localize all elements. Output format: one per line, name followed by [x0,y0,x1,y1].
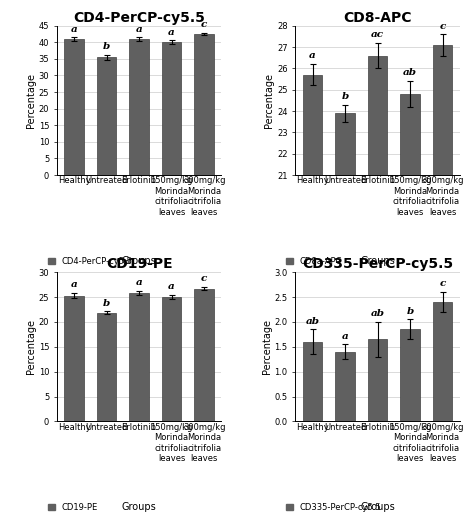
Bar [433,302,452,421]
Text: b: b [103,42,110,51]
X-axis label: Groups: Groups [360,502,395,512]
Bar [303,75,322,514]
Text: a: a [71,25,77,33]
Text: c: c [201,20,207,29]
Legend: CD335-PerCP-cy5.5: CD335-PerCP-cy5.5 [286,503,381,512]
Text: ab: ab [371,309,384,318]
Text: a: a [309,51,316,60]
Bar [64,39,84,175]
Bar [64,296,84,421]
Bar [129,39,149,175]
Text: b: b [406,307,414,316]
Bar [335,113,355,514]
Text: a: a [136,25,143,33]
X-axis label: Groups: Groups [122,502,156,512]
Text: a: a [136,278,143,287]
Bar [368,339,387,421]
Text: c: c [439,22,446,30]
Text: b: b [341,92,349,101]
Text: a: a [342,332,348,341]
Legend: CD19-PE: CD19-PE [48,503,98,512]
Y-axis label: Percentage: Percentage [26,73,36,128]
Bar [401,94,420,514]
Text: ac: ac [371,30,384,39]
X-axis label: Groups: Groups [122,255,156,266]
Bar [433,45,452,514]
Bar [194,34,214,175]
X-axis label: Groups: Groups [360,255,395,266]
Legend: CD8a-APC: CD8a-APC [286,257,342,266]
Text: ab: ab [403,68,417,78]
Text: ab: ab [306,317,319,326]
Title: CD8-APC: CD8-APC [343,10,412,25]
Bar [303,342,322,421]
Text: a: a [168,28,175,36]
Text: a: a [168,282,175,291]
Title: CD19-PE: CD19-PE [106,257,173,271]
Bar [97,313,116,421]
Legend: CD4-PerCP-cy5.5: CD4-PerCP-cy5.5 [48,257,132,266]
Y-axis label: Percentage: Percentage [262,319,272,374]
Title: CD335-PerCP-cy5.5: CD335-PerCP-cy5.5 [302,257,453,271]
Text: a: a [71,280,77,289]
Bar [129,293,149,421]
Bar [335,352,355,421]
Bar [401,329,420,421]
Text: c: c [439,279,446,288]
Y-axis label: Percentage: Percentage [26,319,36,374]
Text: c: c [201,274,207,283]
Text: b: b [103,299,110,308]
Bar [97,57,116,175]
Bar [162,297,182,421]
Bar [194,288,214,421]
Bar [162,42,182,175]
Y-axis label: Percentage: Percentage [264,73,274,128]
Bar [368,56,387,514]
Title: CD4-PerCP-cy5.5: CD4-PerCP-cy5.5 [73,10,205,25]
